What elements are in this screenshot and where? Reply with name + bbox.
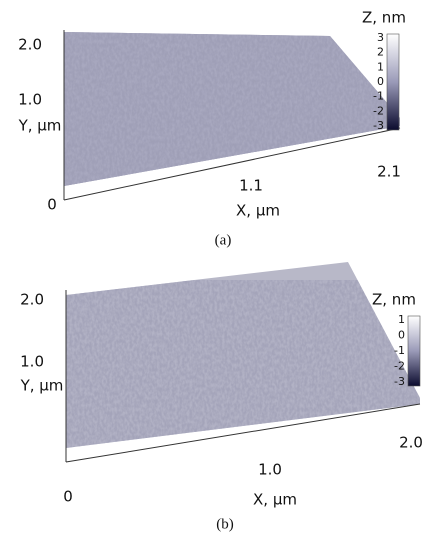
x-tick-label: 0 bbox=[63, 488, 73, 506]
x-tick-label: 2.1 bbox=[377, 163, 401, 181]
afm-panel: 0 1.0 2.0 X, µm 2.0 1.0 Y, µm 1 0 -1 -2 -3 Z, nm (b) bbox=[20, 262, 423, 532]
afm-panel: 0 1.1 2.1 X, µm 2.0 1.0 Y, µm 3 21 0 -1-2 -3 Z, nm (a… bbox=[18, 9, 406, 249]
colorbar-tick-label: 3 bbox=[377, 31, 384, 44]
y-tick-label: 2.0 bbox=[20, 291, 44, 309]
x-tick-label: 1.0 bbox=[258, 461, 282, 479]
x-axis-label: X, µm bbox=[236, 202, 280, 220]
colorbar-tick-label: -2 bbox=[394, 360, 405, 373]
colorbar-tick-label: 1 bbox=[377, 60, 384, 73]
x-tick-label: 0 bbox=[47, 196, 57, 214]
x-tick-label: 1.1 bbox=[239, 177, 263, 195]
colorbar-tick-label: -3 bbox=[394, 375, 405, 388]
x-axis bbox=[65, 403, 421, 463]
colorbar-tick-label: -3 bbox=[373, 119, 384, 132]
colorbar-title: Z, nm bbox=[362, 9, 406, 27]
panel-label: (a) bbox=[215, 232, 232, 248]
x-axis-label: X, µm bbox=[253, 491, 297, 509]
colorbar-tick-label: 1 bbox=[398, 313, 405, 326]
y-tick-label: 2.0 bbox=[18, 36, 42, 54]
y-tick-label: 1.0 bbox=[20, 353, 44, 371]
panel-label: (b) bbox=[216, 516, 234, 532]
x-axis bbox=[63, 127, 401, 201]
colorbar-tick-label: -2 bbox=[373, 104, 384, 117]
x-tick-label: 2.0 bbox=[399, 434, 423, 452]
colorbar-tick-label: -1 bbox=[373, 90, 384, 103]
colorbar-tick-label: 0 bbox=[377, 75, 384, 88]
colorbar-tick-label: 2 bbox=[377, 46, 384, 59]
y-axis-label: Y, µm bbox=[20, 377, 64, 395]
colorbar-tick-label: 0 bbox=[398, 329, 405, 342]
colorbar bbox=[386, 33, 400, 131]
y-tick-label: 1.0 bbox=[18, 91, 42, 109]
colorbar-title: Z, nm bbox=[372, 291, 416, 309]
y-axis-label: Y, µm bbox=[18, 117, 62, 135]
colorbar-tick-label: -1 bbox=[394, 344, 405, 357]
colorbar bbox=[407, 315, 421, 387]
